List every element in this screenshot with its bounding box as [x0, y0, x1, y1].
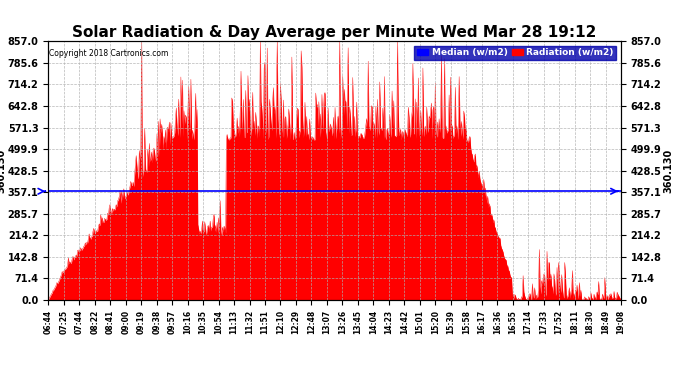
- Text: Copyright 2018 Cartronics.com: Copyright 2018 Cartronics.com: [50, 49, 169, 58]
- Y-axis label: 360.130: 360.130: [663, 148, 673, 193]
- Title: Solar Radiation & Day Average per Minute Wed Mar 28 19:12: Solar Radiation & Day Average per Minute…: [72, 25, 597, 40]
- Legend: Median (w/m2), Radiation (w/m2): Median (w/m2), Radiation (w/m2): [415, 46, 616, 60]
- Y-axis label: 360.130: 360.130: [0, 148, 6, 193]
